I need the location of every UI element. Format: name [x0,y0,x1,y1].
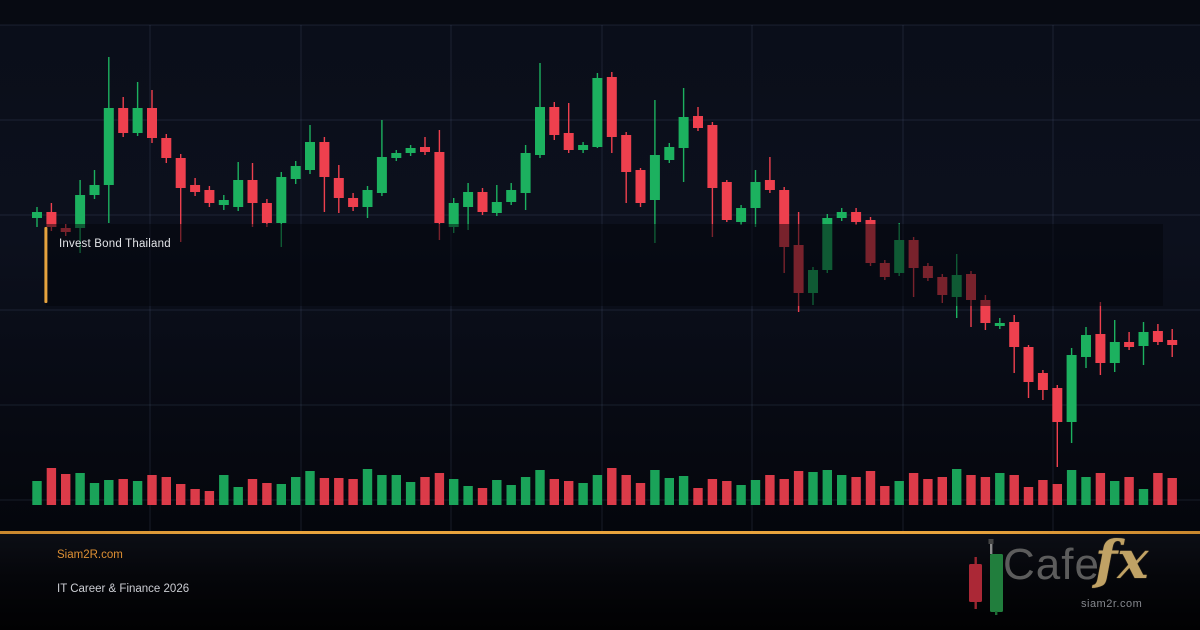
candlestick-logo-icon [969,539,1003,615]
logo-text-cafe: Cafe [1003,540,1100,589]
annotation-label: Invest Bond Thailand [59,238,171,250]
logo-watermark: siam2r.com [1081,598,1143,610]
orange-divider [0,531,1200,534]
tagline: IT Career & Finance 2026 [57,583,190,595]
zone-marker-line [44,227,48,303]
site-link[interactable]: Siam2R.com [57,549,123,561]
volume-bars [32,468,1177,505]
candlestick-chart: Invest Bond Thailand [0,0,1200,531]
chart-top-strip [0,0,1200,25]
logo-text-fx: fx [1095,530,1149,591]
highlight-zone [46,224,1163,306]
cafefx-logo: Cafe fx siam2r.com [959,530,1174,620]
footer: Siam2R.com IT Career & Finance 2026 Cafe… [0,530,1200,630]
chart-canvas [0,0,1200,531]
